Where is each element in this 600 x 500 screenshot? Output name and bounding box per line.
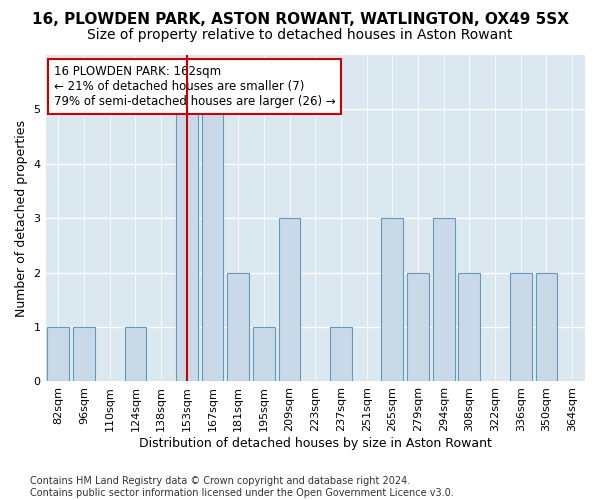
Bar xyxy=(382,218,403,382)
Bar xyxy=(227,272,249,382)
Bar xyxy=(510,272,532,382)
Bar xyxy=(125,327,146,382)
Bar xyxy=(47,327,70,382)
Bar xyxy=(407,272,429,382)
Bar xyxy=(73,327,95,382)
Text: 16 PLOWDEN PARK: 162sqm
← 21% of detached houses are smaller (7)
79% of semi-det: 16 PLOWDEN PARK: 162sqm ← 21% of detache… xyxy=(53,65,335,108)
Bar xyxy=(433,218,455,382)
Y-axis label: Number of detached properties: Number of detached properties xyxy=(15,120,28,316)
Bar xyxy=(176,110,198,382)
X-axis label: Distribution of detached houses by size in Aston Rowant: Distribution of detached houses by size … xyxy=(139,437,492,450)
Text: Contains HM Land Registry data © Crown copyright and database right 2024.
Contai: Contains HM Land Registry data © Crown c… xyxy=(30,476,454,498)
Bar xyxy=(536,272,557,382)
Bar xyxy=(202,110,223,382)
Bar xyxy=(253,327,275,382)
Bar xyxy=(458,272,481,382)
Text: Size of property relative to detached houses in Aston Rowant: Size of property relative to detached ho… xyxy=(87,28,513,42)
Bar xyxy=(278,218,301,382)
Bar xyxy=(330,327,352,382)
Text: 16, PLOWDEN PARK, ASTON ROWANT, WATLINGTON, OX49 5SX: 16, PLOWDEN PARK, ASTON ROWANT, WATLINGT… xyxy=(32,12,569,28)
